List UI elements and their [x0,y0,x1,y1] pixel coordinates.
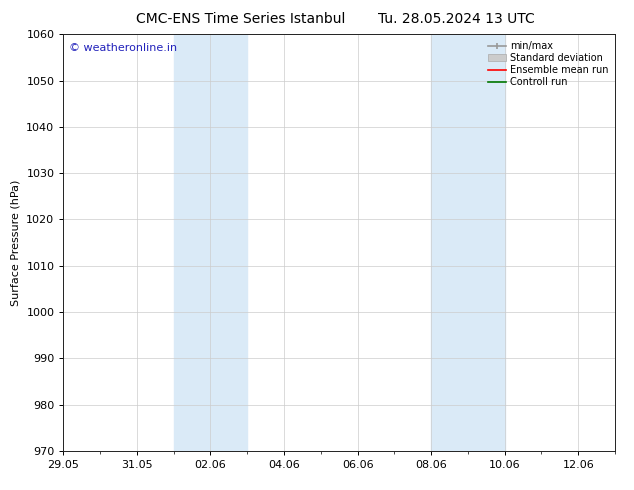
Text: © weatheronline.in: © weatheronline.in [69,43,177,52]
Text: Tu. 28.05.2024 13 UTC: Tu. 28.05.2024 13 UTC [378,12,535,26]
Text: CMC-ENS Time Series Istanbul: CMC-ENS Time Series Istanbul [136,12,346,26]
Legend: min/max, Standard deviation, Ensemble mean run, Controll run: min/max, Standard deviation, Ensemble me… [484,37,612,91]
Bar [174,34,247,451]
Y-axis label: Surface Pressure (hPa): Surface Pressure (hPa) [11,179,21,306]
Bar [431,34,505,451]
